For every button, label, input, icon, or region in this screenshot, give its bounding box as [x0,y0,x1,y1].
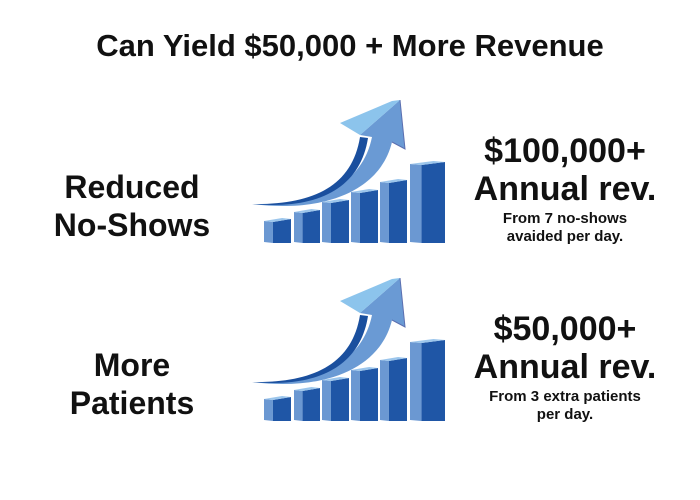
growth-bar-chart-arrow-icon [242,275,452,425]
label-line: No-Shows [53,207,211,243]
revenue-period: Annual rev. [473,170,657,208]
label-line: More [93,347,171,383]
growth-bar-chart-arrow-icon [242,97,452,247]
revenue-block: $100,000+ Annual rev. From 7 no-shows av… [450,132,680,246]
row-label-more-patients: More Patients [22,346,242,422]
revenue-period: Annual rev. [473,348,657,386]
row-label-reduced-no-shows: Reduced No-Shows [22,168,242,244]
revenue-note: From 7 no-shows [502,210,628,227]
revenue-note: per day. [536,406,594,423]
label-line: Patients [69,385,195,421]
revenue-note: avaided per day. [506,228,624,245]
revenue-amount: $100,000+ [484,132,646,170]
revenue-note: From 3 extra patients [489,388,641,405]
page-title: Can Yield $50,000 + More Revenue [96,28,604,63]
revenue-amount: $50,000+ [493,310,637,348]
revenue-block: $50,000+ Annual rev. From 3 extra patien… [450,310,680,424]
label-line: Reduced [64,169,200,205]
